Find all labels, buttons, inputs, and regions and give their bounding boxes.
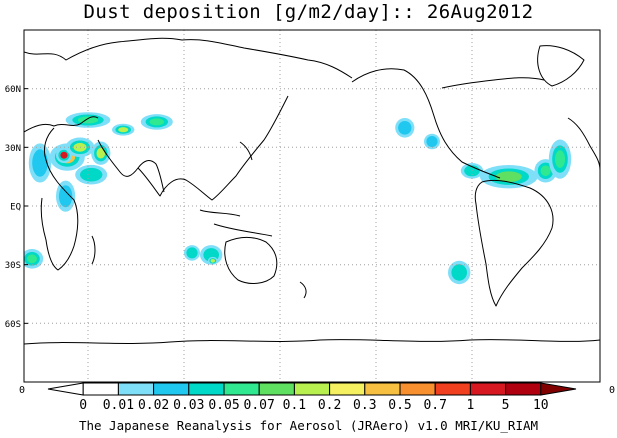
coast-new-zealand [299,281,307,299]
dust-region [534,159,557,183]
dust-region [395,118,415,138]
dust-region-level [188,249,196,257]
dust-region [448,260,471,285]
dust-region-level [454,267,465,278]
dust-region-level [428,138,436,145]
coast-africa-northwest [567,117,600,171]
colorbar-tick-label: 0.03 [173,398,204,413]
colorbar-legend: 0 0.01 0.02 0.03 0.05 0.07 0.1 0.2 0.3 0.5 0.7 1 5 10 [47,382,577,413]
coast-eurasia-north [24,37,353,79]
colorbar-tick-label: 0 [79,398,87,413]
coast-south-america [474,179,554,307]
dust-region [480,165,538,189]
dust-region [548,139,572,179]
dust-region-level [400,123,410,133]
coast-greenland [537,45,585,87]
coast-europe-mediterranean [24,116,99,133]
figure-title: Dust deposition [g/m2/day]:: 26Aug2012 [83,1,534,23]
dust-region [75,164,108,185]
colorbar-tick-label: 0.02 [138,398,169,413]
dust-region-level [35,154,45,172]
colorbar-swatch [364,382,401,396]
colorbar-swatch [399,382,436,396]
dust-region-level [210,259,215,263]
latitude-label: 30S [5,261,21,271]
colorbar-tick-label: 0.1 [283,398,306,413]
dust-region [24,249,44,269]
dust-region-level [61,189,70,204]
colorbar-swatch [293,382,331,396]
dust-region [184,245,200,261]
coast-north-america [351,68,545,179]
coast-madagascar [91,235,96,265]
colorbar-swatch [153,382,190,396]
colorbar-tick-label: 1 [466,398,474,413]
colorbar-tick-label: 0.3 [353,398,376,413]
coastlines [24,37,600,345]
dust-region-level [149,118,164,126]
dust-region-level [27,254,37,264]
coast-india-asia [137,95,289,201]
colorbar-swatch [223,382,260,396]
dust-region [28,143,52,183]
dust-region-level [118,127,129,133]
coast-africa [40,127,79,271]
colorbar-tick-label: 0.07 [244,398,275,413]
corner-label-left: 0 [19,385,25,396]
coast-australia [224,237,278,284]
latitude-labels: 60N 30N EQ 30S 60S [5,85,28,330]
dust-region-level [96,147,106,159]
colorbar-low-arrow [47,382,84,396]
colorbar-high-arrow [540,382,577,396]
latitude-label: 60S [5,320,21,330]
colorbar-tick-label: 5 [502,398,510,413]
dust-region-level [495,171,522,182]
dust-region [56,180,76,212]
corner-label-right: 0 [609,385,615,396]
dust-deposition-field [24,112,572,285]
colorbar-swatch [469,382,507,396]
lat-lon-grid [24,30,600,382]
colorbar-tick-label: 0.2 [318,398,341,413]
colorbar-swatch [329,382,366,396]
latitude-label: 30N [5,144,21,154]
colorbar-swatch [188,382,225,396]
dust-region [140,114,173,130]
dust-region [112,123,135,136]
dust-region [424,133,440,150]
coast-antarctica [24,339,600,345]
latitude-label: EQ [10,203,21,213]
colorbar-tick-label: 0.7 [423,398,446,413]
colorbar-tick-label: 10 [533,398,549,413]
dust-region [56,147,72,163]
colorbar-tick-label: 0.01 [103,398,134,413]
colorbar-tick-label: 0.05 [208,398,239,413]
coast-japan [239,141,253,161]
colorbar-tick-label: 0.5 [388,398,411,413]
colorbar-swatch [258,382,295,396]
coast-southeast-asia-islands [199,209,273,237]
colorbar-swatch [505,382,542,396]
dust-region-level [60,151,68,159]
dust-region-level [84,170,99,180]
dust-region [208,256,218,265]
colorbar-swatch [117,382,155,396]
colorbar-swatch [82,382,119,396]
colorbar-swatch [434,382,471,396]
credit-line: The Japanese Reanalysis for Aerosol (JRA… [78,418,539,433]
dust-region-level [540,165,551,177]
latitude-label: 60N [5,85,21,95]
dust-region-level [555,150,565,168]
